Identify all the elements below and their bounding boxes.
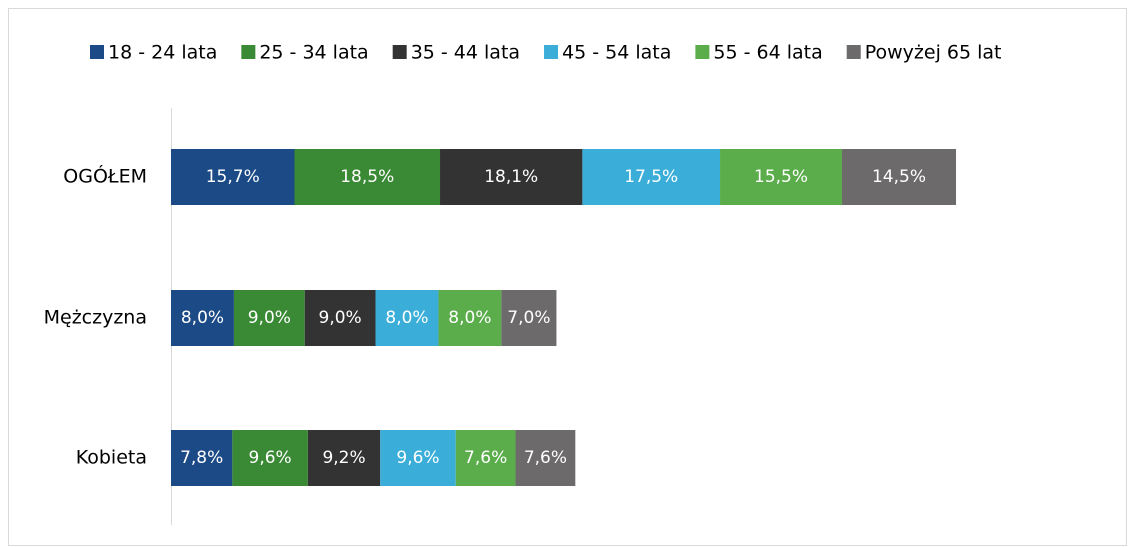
legend-label: 55 - 64 lata — [713, 42, 822, 64]
legend-label: Powyżej 65 lat — [865, 42, 1002, 64]
bar-segment — [171, 430, 233, 486]
data-label: 9,0% — [248, 308, 291, 328]
legend-swatch — [392, 45, 407, 59]
y-tick-label: Kobieta — [76, 447, 147, 469]
data-label: 9,6% — [249, 448, 292, 468]
bar-segment — [582, 149, 721, 205]
bar-segment — [515, 430, 576, 486]
data-label: 17,5% — [624, 167, 678, 187]
bar-segment — [233, 290, 305, 346]
legend-swatch — [544, 45, 559, 59]
data-label: 18,1% — [484, 167, 538, 187]
bar-segment — [294, 149, 441, 205]
y-tick-label: OGÓŁEM — [63, 164, 147, 188]
data-label: 7,6% — [524, 448, 567, 468]
data-label: 15,7% — [206, 167, 260, 187]
bar-segment — [380, 430, 456, 486]
data-label: 8,0% — [181, 308, 224, 328]
bar-segment — [171, 290, 234, 346]
bar-segment — [720, 149, 842, 205]
legend-label: 18 - 24 lata — [108, 42, 217, 64]
bar-segment — [232, 430, 308, 486]
data-label: 9,2% — [322, 448, 365, 468]
bar-segment — [171, 149, 295, 205]
bar-segment — [438, 290, 502, 346]
data-label: 9,0% — [319, 308, 362, 328]
legend-label: 45 - 54 lata — [562, 42, 671, 64]
legend-label: 25 - 34 lata — [259, 42, 368, 64]
data-label: 14,5% — [872, 167, 926, 187]
data-label: 7,8% — [180, 448, 223, 468]
data-label: 8,0% — [385, 308, 428, 328]
y-tick-label: Mężczyzna — [44, 307, 147, 329]
legend-swatch — [90, 45, 104, 59]
bar-segment — [440, 149, 583, 205]
data-label: 8,0% — [448, 308, 491, 328]
data-label: 9,6% — [396, 448, 439, 468]
data-label: 7,6% — [464, 448, 507, 468]
bar-segment — [375, 290, 439, 346]
data-label: 15,5% — [754, 167, 808, 187]
bar-segment — [304, 290, 376, 346]
data-label: 7,0% — [507, 308, 550, 328]
data-label: 18,5% — [340, 167, 394, 187]
legend-swatch — [241, 45, 256, 59]
bar-segment — [501, 290, 557, 346]
bar-segment — [307, 430, 381, 486]
bar-segment — [841, 149, 957, 205]
legend-swatch — [846, 45, 861, 59]
legend-swatch — [695, 45, 710, 59]
legend-label: 35 - 44 lata — [411, 42, 520, 64]
bar-segment — [455, 430, 516, 486]
